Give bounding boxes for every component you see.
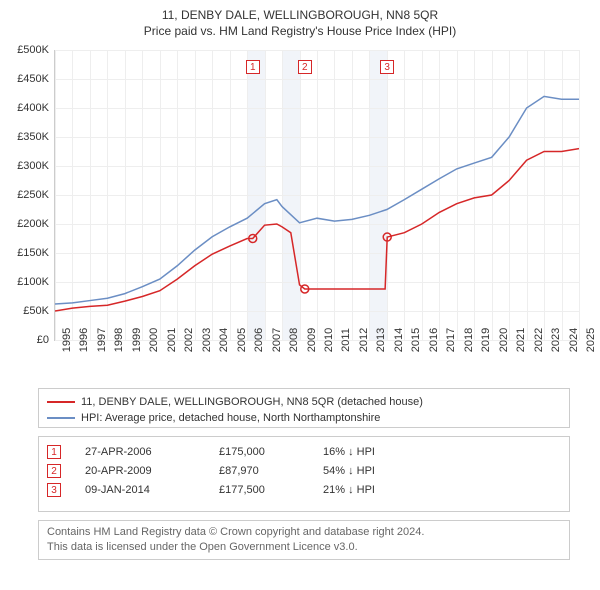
xtick-label: 2009 bbox=[300, 328, 318, 352]
event-point-2 bbox=[301, 285, 309, 293]
footer-line1: Contains HM Land Registry data © Crown c… bbox=[47, 525, 561, 540]
ytick-label: £250K bbox=[17, 189, 55, 201]
ytick-label: £0 bbox=[37, 334, 55, 346]
plot-svg bbox=[55, 50, 579, 340]
event-date: 27-APR-2006 bbox=[85, 446, 195, 458]
xtick-label: 2000 bbox=[142, 328, 160, 352]
xtick-label: 2008 bbox=[282, 328, 300, 352]
xtick-label: 2003 bbox=[195, 328, 213, 352]
event-point-3 bbox=[383, 233, 391, 241]
xtick-label: 2007 bbox=[265, 328, 283, 352]
ytick-label: £50K bbox=[23, 305, 55, 317]
event-row-marker: 2 bbox=[47, 464, 61, 478]
series-hpi bbox=[55, 96, 579, 304]
xtick-label: 2012 bbox=[352, 328, 370, 352]
xtick-label: 2010 bbox=[317, 328, 335, 352]
legend-row: HPI: Average price, detached house, Nort… bbox=[47, 411, 561, 425]
xtick-label: 2022 bbox=[527, 328, 545, 352]
xtick-label: 1998 bbox=[107, 328, 125, 352]
xtick-label: 1995 bbox=[55, 328, 73, 352]
xtick-label: 2020 bbox=[492, 328, 510, 352]
ytick-label: £100K bbox=[17, 276, 55, 288]
gridline-v bbox=[579, 50, 580, 340]
ytick-label: £400K bbox=[17, 102, 55, 114]
legend-swatch bbox=[47, 417, 75, 419]
events-table: 1 27-APR-2006 £175,000 16% ↓ HPI 2 20-APR-200… bbox=[38, 436, 570, 512]
event-row-marker: 1 bbox=[47, 445, 61, 459]
event-price: £175,000 bbox=[219, 446, 299, 458]
xtick-label: 2016 bbox=[422, 328, 440, 352]
ytick-label: £200K bbox=[17, 218, 55, 230]
xtick-label: 1999 bbox=[125, 328, 143, 352]
xtick-label: 2005 bbox=[230, 328, 248, 352]
title-block: 11, DENBY DALE, WELLINGBOROUGH, NN8 5QR … bbox=[0, 8, 600, 39]
event-marker-3: 3 bbox=[380, 60, 394, 74]
xtick-label: 1997 bbox=[90, 328, 108, 352]
xtick-label: 2015 bbox=[404, 328, 422, 352]
event-point-1 bbox=[249, 235, 257, 243]
legend-label: HPI: Average price, detached house, Nort… bbox=[81, 412, 380, 424]
event-price: £177,500 bbox=[219, 484, 299, 496]
footer-box: Contains HM Land Registry data © Crown c… bbox=[38, 520, 570, 560]
xtick-label: 2019 bbox=[474, 328, 492, 352]
events-row: 2 20-APR-2009 £87,970 54% ↓ HPI bbox=[47, 463, 561, 479]
events-row: 3 09-JAN-2014 £177,500 21% ↓ HPI bbox=[47, 482, 561, 498]
event-diff: 16% ↓ HPI bbox=[323, 446, 413, 458]
chart-container: 11, DENBY DALE, WELLINGBOROUGH, NN8 5QR … bbox=[0, 0, 600, 590]
plot-area: £0£50K£100K£150K£200K£250K£300K£350K£400… bbox=[54, 50, 579, 341]
xtick-label: 2017 bbox=[439, 328, 457, 352]
xtick-label: 2023 bbox=[544, 328, 562, 352]
xtick-label: 1996 bbox=[72, 328, 90, 352]
xtick-label: 2025 bbox=[579, 328, 597, 352]
xtick-label: 2013 bbox=[369, 328, 387, 352]
xtick-label: 2018 bbox=[457, 328, 475, 352]
event-date: 09-JAN-2014 bbox=[85, 484, 195, 496]
event-marker-1: 1 bbox=[246, 60, 260, 74]
event-diff: 54% ↓ HPI bbox=[323, 465, 413, 477]
ytick-label: £300K bbox=[17, 160, 55, 172]
xtick-label: 2004 bbox=[212, 328, 230, 352]
ytick-label: £350K bbox=[17, 131, 55, 143]
title-line1: 11, DENBY DALE, WELLINGBOROUGH, NN8 5QR bbox=[0, 8, 600, 24]
event-row-marker: 3 bbox=[47, 483, 61, 497]
xtick-label: 2014 bbox=[387, 328, 405, 352]
xtick-label: 2006 bbox=[247, 328, 265, 352]
footer-line2: This data is licensed under the Open Gov… bbox=[47, 540, 561, 555]
xtick-label: 2024 bbox=[562, 328, 580, 352]
event-date: 20-APR-2009 bbox=[85, 465, 195, 477]
legend-label: 11, DENBY DALE, WELLINGBOROUGH, NN8 5QR … bbox=[81, 396, 423, 408]
ytick-label: £150K bbox=[17, 247, 55, 259]
legend-swatch bbox=[47, 401, 75, 403]
events-row: 1 27-APR-2006 £175,000 16% ↓ HPI bbox=[47, 444, 561, 460]
event-price: £87,970 bbox=[219, 465, 299, 477]
ytick-label: £500K bbox=[17, 44, 55, 56]
xtick-label: 2001 bbox=[160, 328, 178, 352]
event-diff: 21% ↓ HPI bbox=[323, 484, 413, 496]
xtick-label: 2002 bbox=[177, 328, 195, 352]
legend-row: 11, DENBY DALE, WELLINGBOROUGH, NN8 5QR … bbox=[47, 395, 561, 409]
xtick-label: 2021 bbox=[509, 328, 527, 352]
ytick-label: £450K bbox=[17, 73, 55, 85]
title-line2: Price paid vs. HM Land Registry's House … bbox=[0, 24, 600, 40]
series-property bbox=[55, 149, 579, 311]
xtick-label: 2011 bbox=[334, 328, 352, 352]
event-marker-2: 2 bbox=[298, 60, 312, 74]
legend-box: 11, DENBY DALE, WELLINGBOROUGH, NN8 5QR … bbox=[38, 388, 570, 428]
